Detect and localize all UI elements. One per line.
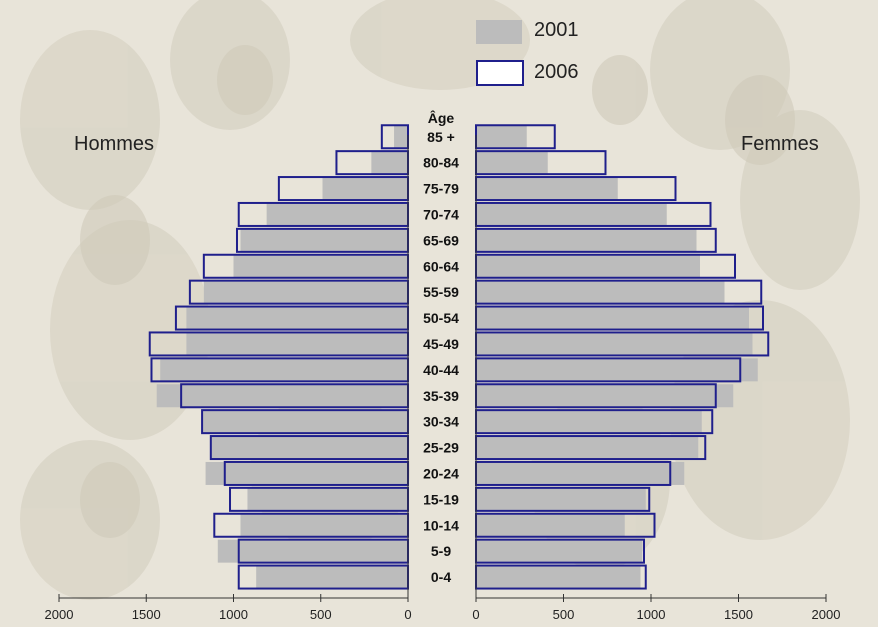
age-label-55-59: 55-59 (423, 284, 459, 300)
age-label-75-79: 75-79 (423, 181, 459, 197)
age-label-80-84: 80-84 (423, 155, 459, 171)
age-label-10-14: 10-14 (423, 517, 459, 533)
age-label-35-39: 35-39 (423, 388, 459, 404)
age-label-50-54: 50-54 (423, 310, 459, 326)
bar-2001-hommes-50-54 (186, 306, 408, 330)
bar-2001-femmes-45-49 (476, 332, 753, 356)
bar-2001-hommes-80-84 (371, 151, 408, 175)
age-label-40-44: 40-44 (423, 362, 459, 378)
age-label-70-74: 70-74 (423, 206, 459, 222)
age-label-25-29: 25-29 (423, 440, 459, 456)
bar-2001-femmes-65-69 (476, 228, 697, 252)
bar-2001-femmes-70-74 (476, 202, 667, 226)
x-tick-label-left-1500: 1500 (132, 607, 161, 622)
legend-label-2001: 2001 (534, 19, 579, 41)
x-tick-label-right-0: 0 (472, 607, 479, 622)
bar-2001-hommes-20-24 (205, 461, 408, 485)
legend-label-2006: 2006 (534, 61, 579, 83)
age-label-5-9: 5-9 (431, 543, 451, 559)
bar-2001-femmes-60-64 (476, 254, 700, 278)
bar-2001-hommes-5-9 (217, 539, 408, 563)
x-tick-label-right-500: 500 (553, 607, 575, 622)
bar-2001-femmes-15-19 (476, 487, 646, 511)
bar-2001-femmes-85 (476, 125, 527, 149)
x-tick-label-right-2000: 2000 (812, 607, 841, 622)
bar-2001-hommes-85 (394, 125, 408, 149)
bar-2001-hommes-10-14 (240, 513, 408, 537)
bar-2001-femmes-55-59 (476, 280, 725, 304)
legend-swatch-2001 (476, 20, 522, 44)
bar-2001-femmes-0-4 (476, 565, 641, 589)
axis-layer: 0 0 500 500 1000 1000 1500 1500 2000 2000 (45, 135, 841, 622)
legend-swatch-2006 (476, 60, 524, 86)
side-label-femmes: Femmes (741, 133, 819, 155)
age-label-45-49: 45-49 (423, 336, 459, 352)
x-tick-label-left-0: 0 (404, 607, 411, 622)
age-label-20-24: 20-24 (423, 465, 459, 481)
x-tick-label-left-1000: 1000 (219, 607, 248, 622)
bar-2001-femmes-20-24 (476, 461, 685, 485)
bar-2001-hommes-40-44 (160, 358, 408, 382)
x-tick-label-left-2000: 2000 (45, 607, 74, 622)
bar-2001-femmes-75-79 (476, 177, 618, 201)
bar-2001-femmes-50-54 (476, 306, 749, 330)
bar-2001-femmes-40-44 (476, 358, 758, 382)
age-label-65-69: 65-69 (423, 232, 459, 248)
age-label-0-4: 0-4 (431, 569, 451, 585)
x-tick-label-right-1000: 1000 (637, 607, 666, 622)
bar-2001-hommes-60-64 (233, 254, 408, 278)
x-tick-label-right-1500: 1500 (724, 607, 753, 622)
bar-2001-hommes-15-19 (247, 487, 408, 511)
bar-2001-hommes-45-49 (186, 332, 408, 356)
x-tick-label-left-500: 500 (310, 607, 332, 622)
age-axis-title: Âge (428, 109, 455, 126)
bar-2001-hommes-75-79 (322, 177, 408, 201)
age-label-15-19: 15-19 (423, 491, 459, 507)
bar-2001-hommes-35-39 (156, 384, 408, 408)
side-label-hommes: Hommes (74, 133, 155, 155)
bar-2001-femmes-30-34 (476, 410, 702, 434)
bar-2001-hommes-0-4 (256, 565, 408, 589)
bar-2001-hommes-65-69 (240, 228, 408, 252)
bar-2001-femmes-10-14 (476, 513, 625, 537)
bar-2001-femmes-5-9 (476, 539, 643, 563)
bar-2001-femmes-25-29 (476, 436, 699, 460)
bar-2001-hommes-55-59 (203, 280, 408, 304)
bar-2001-femmes-80-84 (476, 151, 548, 175)
bar-2001-hommes-30-34 (202, 410, 408, 434)
age-label-30-34: 30-34 (423, 414, 459, 430)
age-labels-layer: 0-4 5-9 10-14 15-19 20-24 25-29 30-34 35-39 40-4… (423, 129, 459, 585)
bar-2001-hommes-70-74 (266, 202, 408, 226)
bar-2001-femmes-35-39 (476, 384, 734, 408)
age-label-60-64: 60-64 (423, 258, 459, 274)
bar-2001-hommes-25-29 (210, 436, 408, 460)
age-label-85: 85 + (427, 129, 455, 145)
bars-layer (148, 124, 770, 590)
